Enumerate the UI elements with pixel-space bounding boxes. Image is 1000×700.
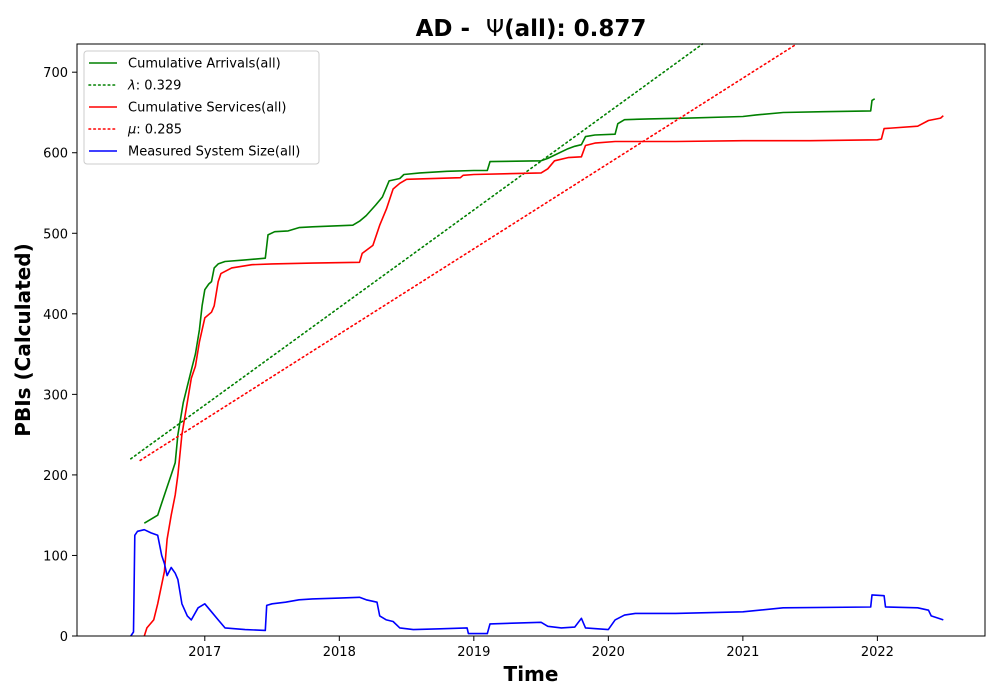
y-tick-label-3: 300	[43, 388, 68, 403]
x-tick-label-1: 2018	[323, 645, 356, 660]
chart-title: AD - Ψ(all): 0.877	[416, 16, 647, 42]
legend-label-1: λ: 0.329	[127, 79, 181, 94]
x-tick-label-5: 2022	[861, 645, 894, 660]
y-tick-label-1: 100	[43, 549, 68, 564]
x-tick-label-4: 2021	[726, 645, 759, 660]
chart-title-suffix: (all): 0.877	[504, 16, 646, 42]
legend: Cumulative Arrivals(all) λ: 0.329 Cumulati…	[83, 50, 320, 165]
chart-title-symbol: Ψ	[486, 16, 504, 42]
x-tick-label-0: 2017	[188, 645, 221, 660]
y-tick-label-4: 400	[43, 308, 68, 323]
y-axis: 0 100 200 300 400 500 600 700	[43, 66, 77, 645]
chart-title-prefix: AD -	[416, 16, 486, 42]
x-tick-label-2: 2019	[457, 645, 490, 660]
legend-label-2: Cumulative Services(all)	[128, 101, 286, 116]
legend-label-3: μ: 0.285	[127, 123, 182, 138]
series-line-0	[143, 98, 876, 524]
series-line-2	[143, 115, 944, 637]
y-axis-title: PBIs (Calculated)	[11, 243, 35, 436]
plot-frame	[76, 43, 986, 637]
x-axis-title: Time	[504, 662, 559, 686]
y-tick-label-0: 0	[60, 630, 68, 645]
x-tick-label-3: 2020	[592, 645, 625, 660]
legend-label-4: Measured System Size(all)	[128, 145, 300, 160]
legend-box	[83, 50, 320, 165]
plot-series	[130, 43, 944, 637]
y-tick-label-5: 500	[43, 227, 68, 242]
series-line-4	[130, 528, 944, 637]
y-tick-label-7: 700	[43, 66, 68, 81]
legend-label-0: Cumulative Arrivals(all)	[128, 57, 281, 72]
series-line-3	[139, 43, 798, 462]
y-tick-label-2: 200	[43, 469, 68, 484]
y-tick-label-6: 600	[43, 147, 68, 162]
x-axis: 2017 2018 2019 2020 2021 2022	[188, 636, 894, 660]
